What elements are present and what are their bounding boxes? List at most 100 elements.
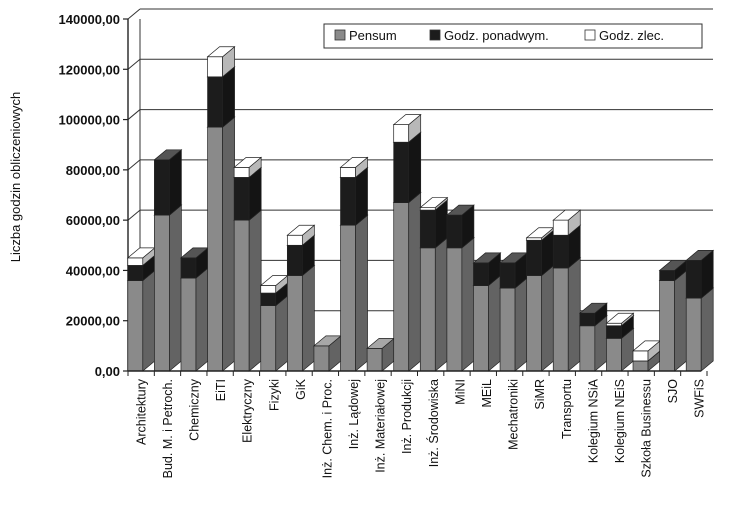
gridline-side	[127, 209, 141, 221]
bar-meil-godz-ponadwym-front	[473, 262, 489, 286]
y-tick-label: 120000,00	[59, 62, 120, 77]
bar-stack-meil	[472, 252, 502, 372]
bar-swfis-pensum-front	[685, 297, 702, 372]
legend-swatch-pensum	[334, 29, 346, 41]
bar-sjo-pensum-side	[674, 269, 687, 372]
bar-mini-pensum-side	[461, 237, 475, 372]
bar-inz-srodowiska-godz-ponadwym-front	[419, 209, 436, 249]
bar-stack-simr	[525, 226, 555, 372]
bar-elektryczny-godz-zlec-top	[233, 156, 263, 168]
bar-meil-pensum-front	[473, 285, 489, 372]
bar-sjo-pensum	[658, 269, 688, 372]
bar-stack-inz-chem-i-proc	[312, 335, 342, 372]
bar-kolegium-neis-godz-zlec	[605, 312, 635, 327]
bar-eiti-pensum	[206, 116, 236, 372]
bar-sjo-godz-ponadwym-front	[659, 270, 675, 281]
x-axis: Architektury Bud. M. i Petroch. Chemiczny E…	[127, 370, 708, 478]
bar-simr-pensum-front	[526, 275, 543, 372]
legend-swatch-godz-ponadwym	[429, 29, 441, 41]
legend-frame	[323, 23, 703, 49]
legend-label-godz-ponadwym: Godz. ponadwym.	[444, 28, 549, 43]
bar-gik-pensum-front	[286, 275, 303, 372]
bar-mechatroniki-pensum-front	[499, 287, 516, 372]
bar-kolegium-nsia-pensum-front	[579, 325, 596, 372]
y-tick-label: 40000,00	[66, 263, 120, 278]
x-tick-label-simr: SiMR	[533, 379, 547, 410]
bar-swfis-pensum-side	[700, 287, 714, 372]
x-tick-label-szko-a-businessu: Szkoła Businessu	[640, 379, 654, 478]
bar-stack-mechatroniki	[499, 252, 529, 372]
y-tick-label: 20000,00	[66, 314, 120, 329]
bar-mechatroniki-pensum-side	[514, 277, 528, 372]
x-tick-label-sjo: SJO	[666, 379, 680, 404]
bar-elektryczny-godz-zlec-front	[233, 166, 250, 178]
bar-inz-produkcji-godz-ponadwym-side	[408, 131, 422, 204]
bar-bud-m-i-petroch-pensum-front	[154, 214, 170, 372]
x-tick-label-inz-materia-owej: Inż. Materiałowej	[374, 379, 388, 473]
bar-elektryczny-godz-ponadwym-front	[233, 177, 250, 221]
bar-inz-srodowiska-godz-zlec-front	[419, 207, 436, 211]
bar-kolegium-neis-pensum-front	[606, 337, 622, 372]
bar-architektury-pensum-front	[127, 280, 144, 372]
bar-eiti-pensum-side	[222, 116, 235, 372]
y-tick-label: 80000,00	[66, 163, 120, 178]
bar-bud-m-i-petroch-pensum	[153, 204, 183, 372]
bar-transportu-godz-zlec-front	[552, 219, 569, 236]
bar-stack-inz-ladowej	[339, 156, 369, 372]
bar-chemiczny-godz-ponadwym-front	[180, 257, 197, 279]
x-tick-label-architektury: Architektury	[134, 378, 148, 445]
bar-chemiczny-godz-ponadwym	[180, 247, 209, 279]
bar-stack-bud-m-i-petroch	[153, 149, 183, 372]
bar-mini-pensum-front	[446, 247, 463, 372]
bar-szko-a-businessu-pensum-front	[632, 360, 649, 372]
bar-simr-pensum	[525, 264, 555, 372]
bar-kolegium-nsia-godz-ponadwym	[578, 302, 608, 327]
bar-inz-produkcji-godz-ponadwym-front	[393, 141, 410, 203]
bar-gik-godz-zlec-front	[286, 234, 303, 246]
bar-gik-pensum	[286, 264, 316, 372]
bar-chemiczny-pensum	[180, 267, 209, 372]
bar-meil-godz-ponadwym	[472, 252, 502, 287]
bar-architektury-pensum	[126, 269, 156, 372]
bar-fizyki-pensum-front	[260, 305, 277, 372]
bar-simr-godz-zlec-front	[526, 237, 543, 241]
bar-mechatroniki-godz-ponadwym-front	[499, 262, 516, 289]
bar-inz-chem-i-proc-pensum-front	[313, 345, 330, 372]
bar-kolegium-nsia-godz-ponadwym-front	[579, 312, 596, 327]
bar-kolegium-neis-godz-zlec-front	[606, 322, 622, 327]
bar-inz-produkcji-pensum-side	[408, 191, 422, 372]
bar-architektury-pensum-side	[142, 269, 156, 372]
gridline-side	[127, 159, 141, 171]
bar-inz-ladowej-godz-zlec	[339, 156, 369, 179]
bar-inz-ladowej-pensum-front	[340, 224, 356, 372]
bar-gik-godz-ponadwym-front	[286, 244, 303, 276]
x-tick-label-inz-chem-i-proc: Inż. Chem. i Proc.	[320, 379, 334, 478]
bar-stack-inz-srodowiska	[419, 196, 449, 372]
bar-inz-produkcji-pensum-front	[393, 202, 410, 372]
bar-architektury-godz-ponadwym-front	[127, 265, 144, 281]
bar-stack-gik	[286, 224, 316, 372]
legend: Pensum Godz. ponadwym. Godz. zlec.	[323, 23, 703, 49]
bar-stack-elektryczny	[233, 156, 263, 372]
bar-sjo-pensum-front	[659, 280, 675, 372]
bar-stack-swfis	[685, 249, 715, 372]
bar-eiti-godz-zlec-front	[207, 56, 223, 78]
bar-stack-chemiczny	[180, 247, 209, 372]
bar-inz-ladowej-godz-ponadwym-front	[340, 177, 356, 226]
bar-stack-kolegium-nsia	[578, 302, 608, 372]
x-tick-label-transportu: Transportu	[560, 379, 574, 439]
bar-bud-m-i-petroch-godz-ponadwym-side	[169, 149, 182, 216]
y-tick-label: 60000,00	[66, 213, 120, 228]
bar-transportu-pensum	[552, 257, 582, 372]
y-tick-label: 100000,00	[59, 113, 120, 128]
bar-gik-pensum-side	[301, 264, 315, 372]
x-tick-label-swfis: SWFiS	[693, 379, 707, 418]
x-tick-label-eiti: EiTI	[214, 379, 228, 401]
x-tick-label-gik: GiK	[294, 378, 308, 400]
bar-inz-srodowiska-pensum-side	[434, 237, 448, 372]
bar-inz-materia-owej-pensum-front	[366, 348, 383, 372]
bar-swfis-pensum	[685, 287, 715, 372]
bar-eiti-godz-ponadwym-front	[207, 76, 223, 128]
bar-elektryczny-pensum-side	[248, 209, 262, 372]
